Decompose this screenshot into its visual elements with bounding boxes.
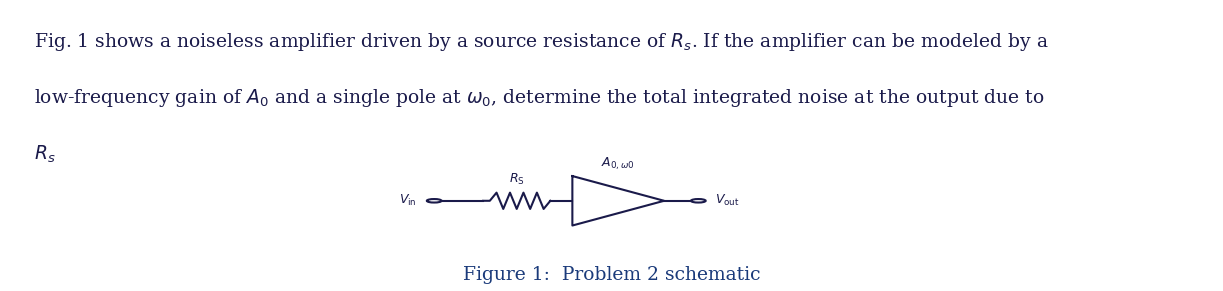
Text: Fig. 1 shows a noiseless amplifier driven by a source resistance of $R_s$. If th: Fig. 1 shows a noiseless amplifier drive… xyxy=(34,31,1049,53)
Text: $R_\mathsf{S}$: $R_\mathsf{S}$ xyxy=(509,172,525,187)
Text: $R_s$: $R_s$ xyxy=(34,144,56,165)
Text: $V_\mathsf{out}$: $V_\mathsf{out}$ xyxy=(715,193,740,208)
Text: $V_\mathsf{in}$: $V_\mathsf{in}$ xyxy=(400,193,417,208)
Text: Figure 1:  Problem 2 schematic: Figure 1: Problem 2 schematic xyxy=(462,266,761,284)
Text: $A_{0,\omega 0}$: $A_{0,\omega 0}$ xyxy=(602,155,635,172)
Text: low-frequency gain of $A_0$ and a single pole at $\omega_0$, determine the total: low-frequency gain of $A_0$ and a single… xyxy=(34,87,1044,109)
